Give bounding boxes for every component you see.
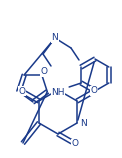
Text: N: N xyxy=(52,33,58,43)
Text: O: O xyxy=(18,86,25,95)
Text: O: O xyxy=(91,86,98,95)
Text: O: O xyxy=(71,140,78,149)
Text: O: O xyxy=(40,67,47,76)
Text: NH: NH xyxy=(51,88,65,97)
Text: N: N xyxy=(80,118,87,128)
